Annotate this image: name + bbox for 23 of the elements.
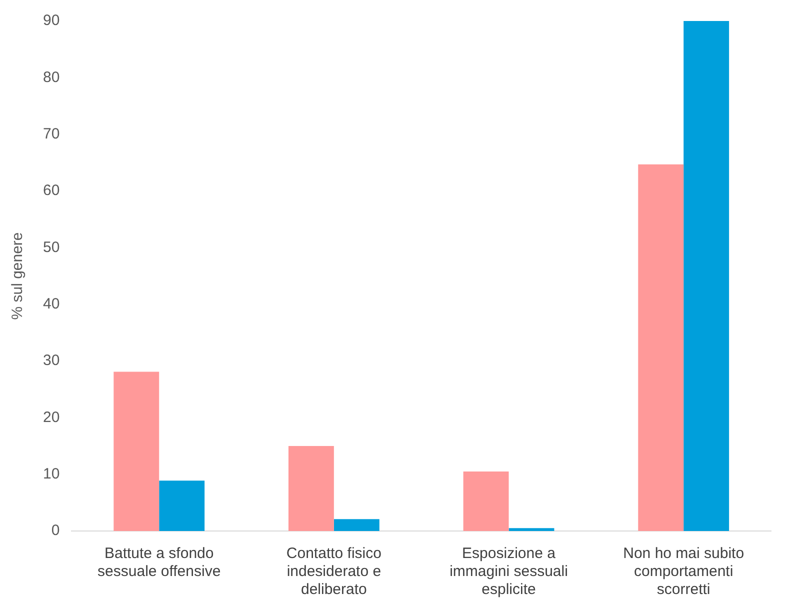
y-tick-label: 0 xyxy=(51,522,60,540)
y-tick-label: 80 xyxy=(42,68,60,86)
y-tick-label: 40 xyxy=(42,295,60,312)
y-tick-label: 60 xyxy=(42,182,60,200)
bar xyxy=(334,519,380,531)
y-tick-label: 50 xyxy=(42,238,60,256)
x-tick-label: Battute a sfondo sessuale offensive xyxy=(98,545,221,580)
x-tick-label: Esposizione a immagini sessuali esplicite xyxy=(450,545,568,598)
bar xyxy=(159,480,205,531)
x-tick-label: Non ho mai subito comportamenti scorretti xyxy=(623,545,744,598)
y-axis-title: % sul genere xyxy=(9,232,26,320)
y-tick-label: 10 xyxy=(42,465,60,482)
bar xyxy=(508,528,554,531)
bar xyxy=(288,446,334,531)
x-tick-label: Contatto fisico indesiderato e deliberato xyxy=(286,545,382,598)
y-tick-label: 30 xyxy=(42,352,60,370)
bar xyxy=(114,372,160,531)
y-tick-label: 20 xyxy=(42,408,60,426)
y-tick-label: 90 xyxy=(42,12,60,30)
bar xyxy=(638,164,684,531)
bar xyxy=(684,21,730,531)
bar xyxy=(463,472,509,531)
y-tick-label: 70 xyxy=(42,125,60,142)
